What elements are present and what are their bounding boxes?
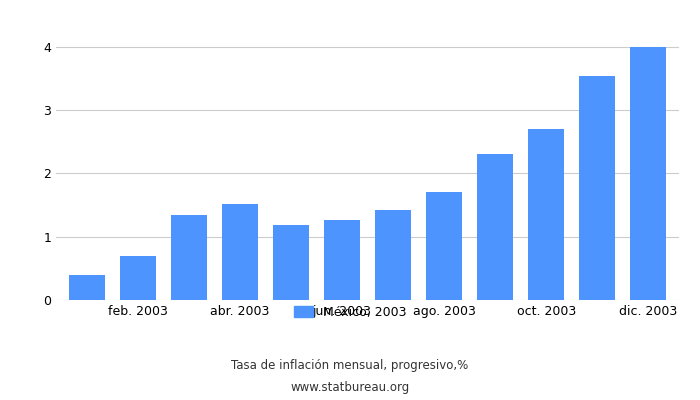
Legend: México, 2003: México, 2003 bbox=[289, 301, 411, 324]
Bar bbox=[477, 154, 513, 300]
Bar bbox=[171, 215, 206, 300]
Bar bbox=[426, 192, 462, 300]
Bar bbox=[324, 220, 360, 300]
Bar bbox=[375, 210, 411, 300]
Bar bbox=[273, 225, 309, 300]
Text: Tasa de inflación mensual, progresivo,%: Tasa de inflación mensual, progresivo,% bbox=[232, 360, 468, 372]
Bar bbox=[222, 204, 258, 300]
Bar bbox=[580, 76, 615, 300]
Bar bbox=[120, 256, 155, 300]
Bar bbox=[528, 129, 564, 300]
Bar bbox=[69, 275, 104, 300]
Bar bbox=[631, 47, 666, 300]
Text: www.statbureau.org: www.statbureau.org bbox=[290, 382, 410, 394]
